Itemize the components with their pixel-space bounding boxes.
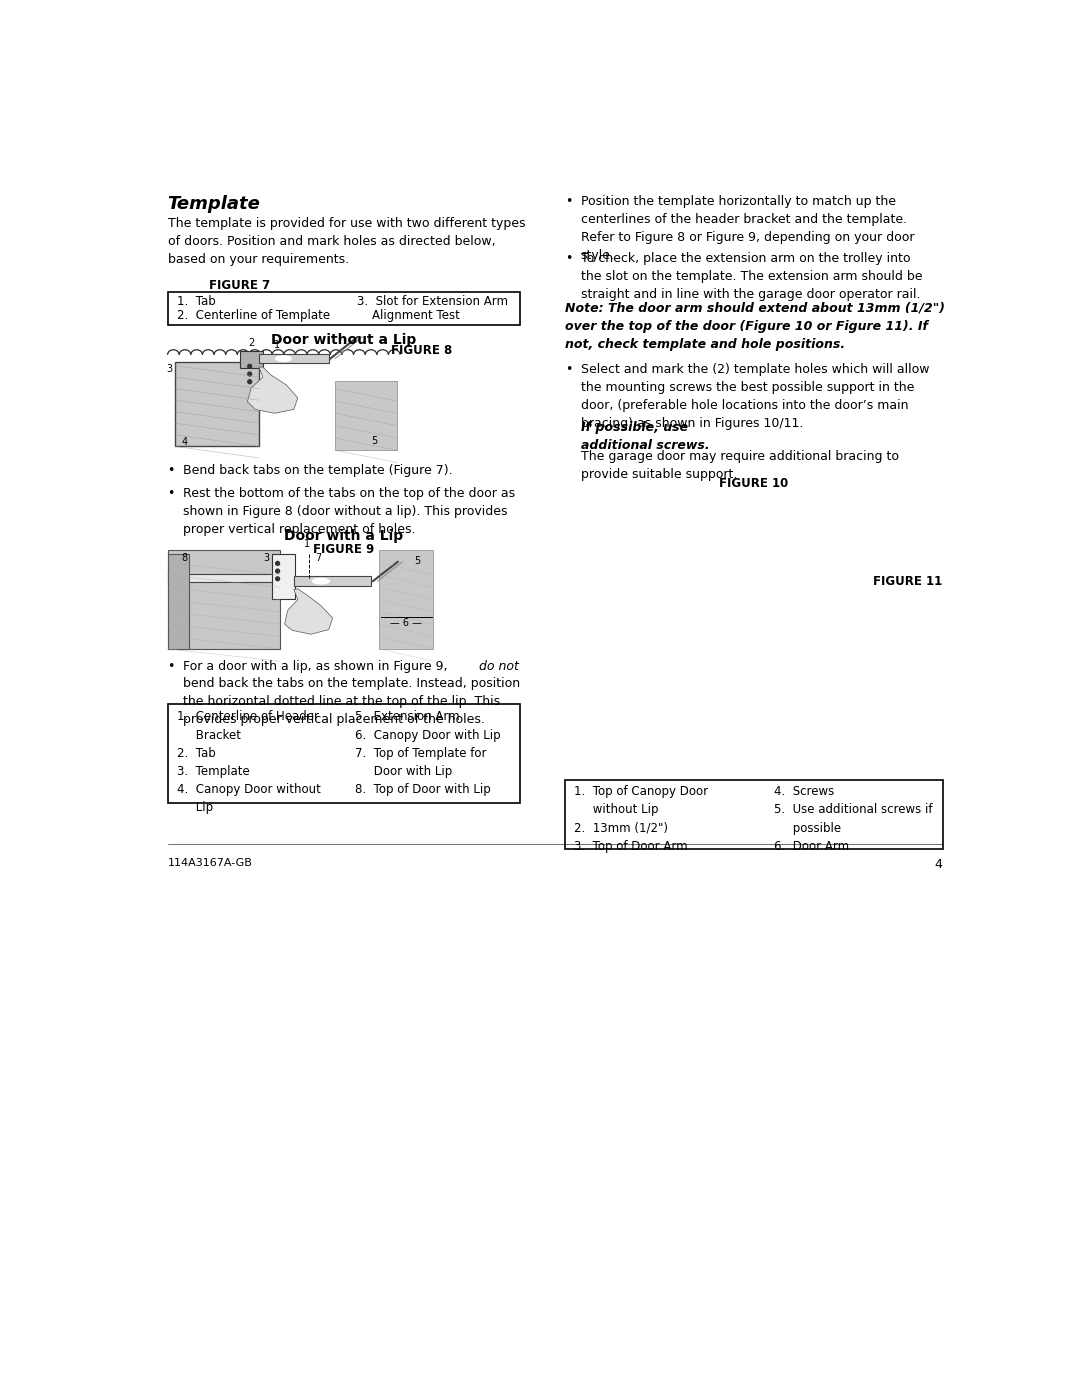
Text: Door with a Lip: Door with a Lip xyxy=(284,529,404,543)
Polygon shape xyxy=(284,588,333,634)
Bar xyxy=(167,704,521,803)
Text: 114A3167A-GB: 114A3167A-GB xyxy=(167,858,253,869)
Text: FIGURE 8: FIGURE 8 xyxy=(391,344,453,358)
Circle shape xyxy=(275,562,280,566)
Text: Template: Template xyxy=(167,194,260,212)
Bar xyxy=(167,574,287,583)
Text: FIGURE 10: FIGURE 10 xyxy=(719,478,788,490)
Text: •: • xyxy=(565,194,572,208)
Ellipse shape xyxy=(312,578,329,584)
Text: 5: 5 xyxy=(372,436,378,447)
Text: 4.  Screws
5.  Use additional screws if
     possible
6.  Door Arm: 4. Screws 5. Use additional screws if po… xyxy=(774,785,933,852)
Circle shape xyxy=(275,569,280,573)
Bar xyxy=(272,555,296,599)
Bar xyxy=(175,362,259,447)
Text: FIGURE 9: FIGURE 9 xyxy=(313,542,375,556)
Text: Alignment Test: Alignment Test xyxy=(357,309,460,321)
Text: Bend back tabs on the template (Figure 7).: Bend back tabs on the template (Figure 7… xyxy=(183,464,453,478)
Text: 5.  Extension Arm
6.  Canopy Door with Lip
7.  Top of Template for
     Door wit: 5. Extension Arm 6. Canopy Door with Lip… xyxy=(355,711,501,796)
Circle shape xyxy=(247,372,252,376)
Bar xyxy=(379,550,433,648)
Polygon shape xyxy=(247,367,298,414)
Text: 2: 2 xyxy=(248,338,255,348)
Bar xyxy=(240,351,262,367)
Text: 1: 1 xyxy=(303,539,310,549)
Text: 1.  Centerline of Header
     Bracket
2.  Tab
3.  Template
4.  Canopy Door witho: 1. Centerline of Header Bracket 2. Tab 3… xyxy=(177,711,321,814)
Text: 5: 5 xyxy=(414,556,420,567)
Text: •: • xyxy=(167,659,175,673)
Circle shape xyxy=(247,380,252,384)
Text: 3: 3 xyxy=(262,553,269,563)
Bar xyxy=(335,381,397,450)
Text: 2.  Centerline of Template: 2. Centerline of Template xyxy=(177,309,330,321)
Text: do not: do not xyxy=(480,659,519,673)
Text: •: • xyxy=(167,488,175,500)
Text: Door without a Lip: Door without a Lip xyxy=(271,334,417,348)
Text: •: • xyxy=(565,251,572,264)
Text: •: • xyxy=(167,464,175,478)
Bar xyxy=(167,555,189,648)
Bar xyxy=(167,292,521,326)
Text: Position the template horizontally to match up the
centerlines of the header bra: Position the template horizontally to ma… xyxy=(581,194,914,261)
Text: The garage door may require additional bracing to
provide suitable support.: The garage door may require additional b… xyxy=(581,450,899,481)
Circle shape xyxy=(275,577,280,581)
Bar xyxy=(294,577,372,585)
Text: bend back the tabs on the template. Instead, position
the horizontal dotted line: bend back the tabs on the template. Inst… xyxy=(183,676,521,725)
Bar xyxy=(565,780,943,849)
Text: To check, place the extension arm on the trolley into
the slot on the template. : To check, place the extension arm on the… xyxy=(581,251,922,300)
Text: 3.  Slot for Extension Arm: 3. Slot for Extension Arm xyxy=(357,295,509,309)
Text: 1.  Top of Canopy Door
     without Lip
2.  13mm (1/2")
3.  Top of Door Arm: 1. Top of Canopy Door without Lip 2. 13m… xyxy=(575,785,708,852)
Text: 7: 7 xyxy=(314,553,321,563)
Text: The template is provided for use with two different types
of doors. Position and: The template is provided for use with tw… xyxy=(167,217,525,265)
Text: For a door with a lip, as shown in Figure 9,: For a door with a lip, as shown in Figur… xyxy=(183,659,451,673)
Text: 4: 4 xyxy=(181,437,188,447)
Text: If possible, use
additional screws.: If possible, use additional screws. xyxy=(581,420,710,453)
Text: Rest the bottom of the tabs on the top of the door as
shown in Figure 8 (door wi: Rest the bottom of the tabs on the top o… xyxy=(183,488,515,536)
Text: 1.  Tab: 1. Tab xyxy=(177,295,216,309)
Bar xyxy=(259,353,328,363)
Text: 1: 1 xyxy=(273,339,280,351)
Text: •: • xyxy=(565,363,572,376)
Text: 8: 8 xyxy=(181,553,188,563)
Text: 4: 4 xyxy=(934,858,943,872)
Bar xyxy=(167,550,280,648)
Circle shape xyxy=(247,365,252,369)
Text: Note: The door arm should extend about 13mm (1/2")
over the top of the door (Fig: Note: The door arm should extend about 1… xyxy=(565,302,945,351)
Text: FIGURE 11: FIGURE 11 xyxy=(874,576,943,588)
Text: Select and mark the (2) template holes which will allow
the mounting screws the : Select and mark the (2) template holes w… xyxy=(581,363,929,430)
Text: 3: 3 xyxy=(166,365,172,374)
Ellipse shape xyxy=(275,356,292,362)
Text: — 6 —: — 6 — xyxy=(390,617,422,629)
Text: FIGURE 7: FIGURE 7 xyxy=(208,279,270,292)
